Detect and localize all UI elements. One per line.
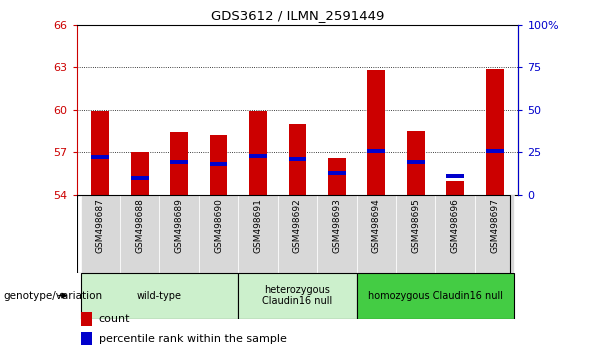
Bar xyxy=(435,195,475,273)
Text: GSM498695: GSM498695 xyxy=(411,199,421,253)
Bar xyxy=(170,160,188,164)
Bar xyxy=(239,273,356,319)
Title: GDS3612 / ILMN_2591449: GDS3612 / ILMN_2591449 xyxy=(211,9,384,22)
Bar xyxy=(81,195,120,273)
Bar xyxy=(278,195,317,273)
Bar xyxy=(396,195,435,273)
Text: GSM498688: GSM498688 xyxy=(135,199,144,253)
Bar xyxy=(407,160,425,164)
Text: genotype/variation: genotype/variation xyxy=(3,291,102,301)
Text: GSM498694: GSM498694 xyxy=(372,199,381,253)
Text: percentile rank within the sample: percentile rank within the sample xyxy=(99,333,286,344)
Text: heterozygous
Claudin16 null: heterozygous Claudin16 null xyxy=(262,285,333,307)
Text: GSM498689: GSM498689 xyxy=(174,199,184,253)
Bar xyxy=(91,111,109,195)
Text: homozygous Claudin16 null: homozygous Claudin16 null xyxy=(368,291,503,301)
Bar xyxy=(131,176,148,180)
Bar xyxy=(131,152,148,195)
Bar xyxy=(289,157,306,161)
Bar xyxy=(317,195,356,273)
Text: GSM498687: GSM498687 xyxy=(96,199,105,253)
Bar xyxy=(249,111,267,195)
Bar xyxy=(210,161,227,166)
Text: count: count xyxy=(99,314,130,324)
Text: GSM498693: GSM498693 xyxy=(332,199,342,253)
Bar xyxy=(199,195,239,273)
Bar xyxy=(407,131,425,195)
Bar xyxy=(486,149,504,153)
Text: GSM498690: GSM498690 xyxy=(214,199,223,253)
Text: GSM498696: GSM498696 xyxy=(451,199,459,253)
Bar xyxy=(475,195,514,273)
Bar xyxy=(446,181,464,195)
Bar xyxy=(81,273,239,319)
Bar xyxy=(368,70,385,195)
Bar xyxy=(328,158,346,195)
Bar xyxy=(239,195,278,273)
Bar xyxy=(81,312,92,326)
Text: wild-type: wild-type xyxy=(137,291,182,301)
Text: GSM498692: GSM498692 xyxy=(293,199,302,253)
Bar xyxy=(160,195,199,273)
Bar xyxy=(356,273,514,319)
Bar xyxy=(81,332,92,346)
Bar xyxy=(446,174,464,178)
Bar xyxy=(120,195,160,273)
Text: GSM498691: GSM498691 xyxy=(253,199,263,253)
Bar xyxy=(249,154,267,159)
Bar xyxy=(486,69,504,195)
Bar xyxy=(210,135,227,195)
Bar xyxy=(91,155,109,159)
Text: GSM498697: GSM498697 xyxy=(490,199,499,253)
Bar xyxy=(356,195,396,273)
Bar xyxy=(368,149,385,153)
Bar xyxy=(328,171,346,176)
Bar xyxy=(289,124,306,195)
Bar xyxy=(170,132,188,195)
